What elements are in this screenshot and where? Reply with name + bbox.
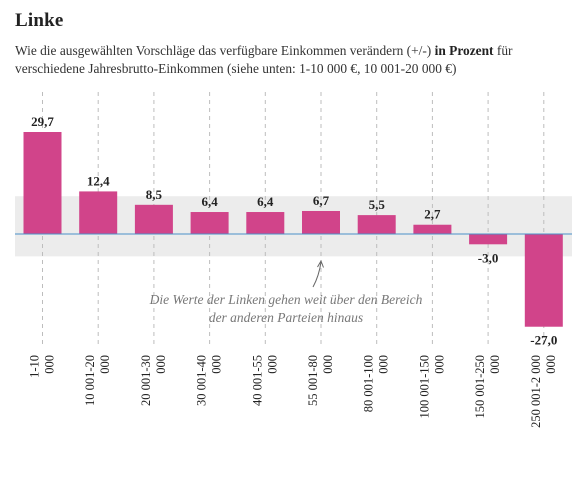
chart-subtitle: Wie die ausgewählten Vorschläge das verf… [15,42,565,78]
category-label: 000 [321,355,335,374]
annotation-text: der anderen Parteien hinaus [209,310,363,325]
category-label: 000 [43,355,57,374]
category-label: 000 [154,355,168,374]
bar-value-label: -3,0 [478,250,499,265]
bar [134,204,173,234]
category-label: 80 001-100 [362,355,376,412]
category-label: 000 [210,355,224,374]
bar-value-label: 8,5 [146,187,163,202]
bar [469,234,508,245]
subtitle-bold: in Prozent [434,43,494,58]
category-label: 000 [98,355,112,374]
category-label: 150 001-250 [473,355,487,419]
category-label: 20 001-30 [139,355,153,406]
bar [357,215,396,234]
bar-value-label: 5,5 [369,197,386,212]
annotation-arrowhead [317,259,324,268]
category-label: 40 001-55 [250,355,264,406]
annotation-text: Die Werte der Linken gehen weit über den… [149,292,423,307]
bar [524,234,563,327]
bar-value-label: 2,7 [424,207,441,222]
chart-title: Linke [15,10,64,31]
category-label: 000 [488,355,502,374]
bar-value-label: 29,7 [31,114,54,129]
bar [79,191,118,234]
bar-value-label: 12,4 [87,173,110,188]
annotation-arrow [312,261,322,288]
category-label: 1-10 [28,355,42,378]
bar-value-label: 6,7 [313,193,330,208]
subtitle-text: Wie die ausgewählten Vorschläge das verf… [15,43,435,58]
category-label: 100 001-150 [417,355,431,419]
bar-value-label: 6,4 [257,194,274,209]
category-label: 30 001-40 [195,355,209,406]
category-label: 000 [544,355,558,374]
bar [23,132,62,234]
bar-value-label: -27,0 [530,333,557,348]
bar [413,224,452,234]
bar [190,212,229,234]
category-label: 000 [377,355,391,374]
category-label: 000 [432,355,446,374]
bar [302,210,340,234]
category-label: 55 001-80 [306,355,320,406]
category-label: 10 001-20 [83,355,97,406]
category-label: 000 [265,355,279,374]
subtitle-text-end: für verschiedene Jahresbrutto-Einkommen … [15,43,513,76]
category-label: 250 001-2 000 [529,355,543,428]
bar-value-label: 6,4 [201,194,218,209]
bar [246,212,285,234]
